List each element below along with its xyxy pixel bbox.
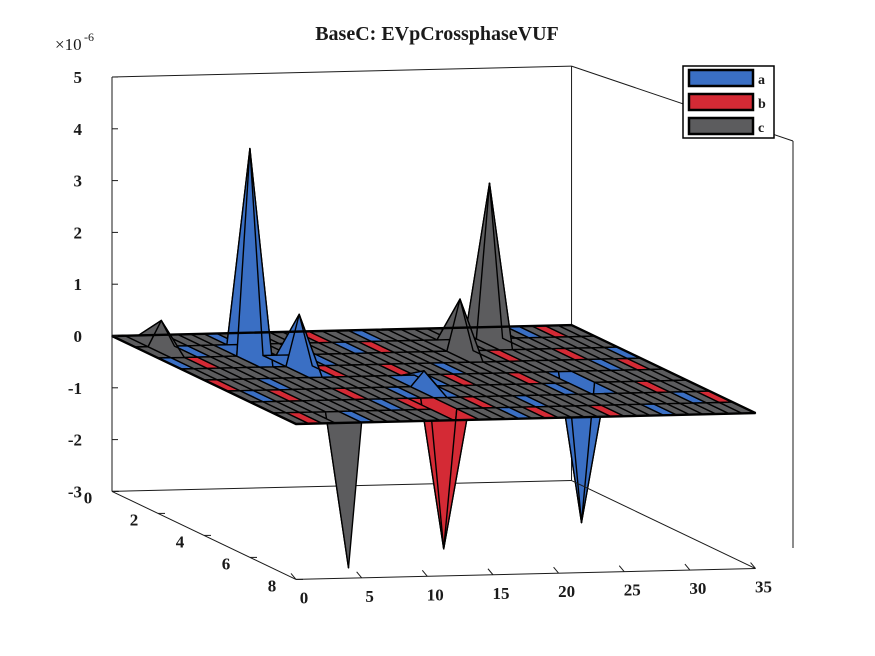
legend-label-c: c bbox=[758, 121, 764, 136]
surface-cell bbox=[459, 298, 497, 363]
x-tick bbox=[421, 569, 428, 577]
x-tick-label: 10 bbox=[427, 585, 444, 604]
x-tick-label: 20 bbox=[558, 582, 575, 601]
box-edge-bottom-right bbox=[571, 480, 756, 570]
x-tick bbox=[618, 565, 625, 572]
axis-ticks: -3 -2 -1 0 1 2 3 4 5 0 5 10 15 20 25 30 35 0 2 4 6 8 bbox=[68, 68, 772, 607]
x-axis-line bbox=[295, 568, 756, 580]
x-tick-label: 35 bbox=[755, 578, 772, 597]
z-tick-label: 3 bbox=[74, 172, 83, 191]
z-tick-label: 0 bbox=[74, 327, 83, 346]
z-tick-label: 2 bbox=[74, 223, 83, 242]
x-tick bbox=[553, 566, 559, 574]
y-tick-label: 2 bbox=[130, 510, 139, 529]
x-tick-label: 0 bbox=[300, 588, 309, 607]
box-edge-top-back bbox=[111, 65, 572, 78]
z-exponent-label: ×10 -6 bbox=[55, 30, 94, 54]
x-tick bbox=[684, 563, 691, 571]
legend-label-a: a bbox=[758, 73, 765, 88]
x-tick bbox=[750, 562, 756, 569]
legend-swatch-a bbox=[687, 68, 755, 88]
y-tick-label: 4 bbox=[176, 532, 185, 551]
z-tick-label: -1 bbox=[68, 379, 82, 398]
legend-label-b: b bbox=[758, 97, 766, 112]
surface-cell bbox=[423, 370, 461, 399]
legend-swatch-b bbox=[687, 92, 755, 112]
x-tick bbox=[356, 571, 363, 579]
surface-outline bbox=[111, 323, 757, 426]
z-tick-label: 5 bbox=[74, 68, 83, 87]
chart-title: BaseC: EVpCrossphaseVUF bbox=[315, 23, 559, 45]
surface-cell bbox=[298, 313, 336, 378]
y-tick-label: 6 bbox=[222, 554, 231, 573]
x-tick-label: 30 bbox=[689, 579, 706, 598]
y-tick-label: 8 bbox=[268, 576, 277, 595]
z-tick-label: -3 bbox=[68, 482, 82, 501]
z-exponent-power: -6 bbox=[84, 30, 94, 44]
y-tick-label: 0 bbox=[84, 488, 93, 507]
z-tick-label: -2 bbox=[68, 431, 82, 450]
x-tick bbox=[290, 573, 297, 580]
legend-swatch-c bbox=[687, 116, 755, 136]
x-tick-label: 15 bbox=[492, 584, 509, 603]
surface-cell bbox=[488, 182, 527, 351]
x-tick-label: 5 bbox=[365, 587, 374, 606]
x-tick-label: 25 bbox=[624, 581, 641, 600]
legend: a b c bbox=[682, 65, 775, 139]
z-exponent-base: ×10 bbox=[55, 35, 82, 54]
z-tick-label: 4 bbox=[74, 120, 83, 139]
x-tick bbox=[487, 568, 494, 576]
z-tick-label: 1 bbox=[74, 275, 83, 294]
surface-cell bbox=[324, 410, 363, 569]
surface-cell bbox=[160, 319, 199, 359]
surface-mesh bbox=[111, 147, 757, 569]
